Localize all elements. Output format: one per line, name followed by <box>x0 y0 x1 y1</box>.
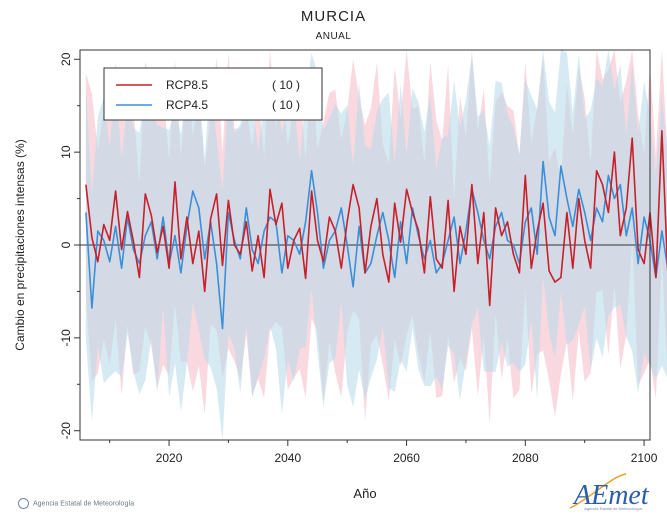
x-tick-label: 2100 <box>631 451 658 465</box>
copyright-icon <box>18 498 29 509</box>
footer-agency-text: Agencia Estatal de Meteorología <box>33 500 135 508</box>
logo-tagline: Agencia Estatal de Meteorología <box>584 506 642 511</box>
chart-subtitle: ANUAL <box>315 31 352 42</box>
axis-ticks: 2020 2040 2060 2080 2100 -20 -10 0 10 20 <box>59 52 658 465</box>
series-line-rcp85 <box>85 130 667 307</box>
y-axis-label: Cambio en precipitaciones intensas (%) <box>13 139 27 350</box>
y-tick-label: -10 <box>59 329 73 347</box>
y-tick-label: 10 <box>59 145 73 159</box>
y-tick-label: 20 <box>59 52 73 66</box>
x-tick-label: 2020 <box>156 451 183 465</box>
legend-label-rcp45: RCP4.5 <box>166 98 208 112</box>
legend-count-rcp85: ( 10 ) <box>272 78 300 92</box>
series-line-rcp45 <box>85 160 667 330</box>
logo-text: AEmet <box>572 480 650 511</box>
y-tick-label: -20 <box>59 422 73 440</box>
legend: RCP8.5 ( 10 ) RCP4.5 ( 10 ) <box>103 67 323 121</box>
legend-label-rcp85: RCP8.5 <box>166 78 208 92</box>
x-axis-label: Año <box>353 486 376 501</box>
x-tick-label: 2080 <box>512 451 539 465</box>
series-lines <box>85 130 667 330</box>
aemet-logo: AEmet <box>569 473 650 511</box>
y-tick-label: 0 <box>59 241 73 248</box>
chart-title: MURCIA <box>300 8 367 25</box>
legend-count-rcp45: ( 10 ) <box>272 98 300 112</box>
x-tick-label: 2040 <box>274 451 301 465</box>
legend-box <box>103 67 323 121</box>
x-tick-label: 2060 <box>393 451 420 465</box>
logo-swoosh-icon <box>569 473 627 509</box>
footer-credit: Agencia Estatal de Meteorología <box>18 498 134 509</box>
